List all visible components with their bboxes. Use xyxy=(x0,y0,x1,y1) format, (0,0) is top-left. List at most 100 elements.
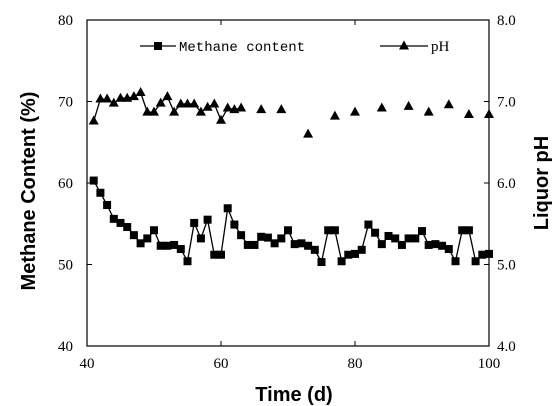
left-y-tick-label: 70 xyxy=(58,95,73,111)
ph-point xyxy=(256,104,267,114)
methane-point xyxy=(438,241,447,250)
legend: Methane content pH xyxy=(140,39,450,56)
methane-point xyxy=(391,234,400,243)
ph-point xyxy=(175,98,186,108)
ph-point xyxy=(182,98,193,108)
ph-point xyxy=(108,97,119,107)
ph-point xyxy=(142,106,153,116)
ph-point xyxy=(115,92,126,102)
methane-point xyxy=(344,250,353,259)
methane-point xyxy=(96,188,105,197)
methane-point xyxy=(237,231,246,240)
methane-point xyxy=(89,176,98,185)
ph-point xyxy=(350,106,360,116)
ph-point xyxy=(149,106,159,116)
left-y-tick-label: 80 xyxy=(58,13,73,29)
ph-point xyxy=(162,91,173,101)
right-y-tick-label: 5.0 xyxy=(497,258,516,274)
methane-point xyxy=(304,241,313,250)
methane-point xyxy=(190,218,199,227)
x-tick-label: 60 xyxy=(214,356,229,372)
methane-point xyxy=(310,245,319,254)
ph-point xyxy=(189,98,200,108)
methane-point xyxy=(471,257,480,266)
left-y-tick-label: 40 xyxy=(58,339,73,355)
ph-point xyxy=(195,106,206,116)
ph-point xyxy=(276,104,287,114)
methane-point xyxy=(243,240,252,249)
methane-series-line xyxy=(93,180,490,264)
methane-point xyxy=(284,226,292,235)
ph-point xyxy=(135,87,146,97)
methane-point xyxy=(397,240,406,249)
ph-point xyxy=(128,91,139,101)
legend-methane-label: Methane content xyxy=(179,40,305,56)
methane-point xyxy=(170,240,179,249)
methane-point xyxy=(317,258,326,267)
methane-point xyxy=(150,226,158,235)
methane-point xyxy=(371,228,380,237)
ph-point xyxy=(155,97,166,107)
ph-point xyxy=(423,106,434,116)
methane-point xyxy=(485,249,493,258)
methane-point xyxy=(418,227,426,236)
right-y-axis-title: Liquor pH xyxy=(531,136,553,230)
ph-point xyxy=(376,102,387,112)
methane-point xyxy=(136,239,145,248)
methane-point xyxy=(337,257,346,266)
methane-point xyxy=(411,234,420,243)
methane-point xyxy=(277,234,286,243)
methane-point xyxy=(270,239,279,248)
methane-point xyxy=(377,240,386,249)
methane-point xyxy=(183,257,192,266)
methane-point xyxy=(223,204,232,213)
ph-point xyxy=(202,101,213,111)
right-y-tick-label: 8.0 xyxy=(497,13,516,29)
methane-point xyxy=(431,240,440,249)
ph-point xyxy=(169,106,180,116)
methane-point xyxy=(404,234,413,243)
methane-point xyxy=(217,250,225,259)
legend-methane-square-marker xyxy=(154,42,162,50)
methane-point xyxy=(458,226,467,235)
ph-point xyxy=(303,128,314,138)
ph-point xyxy=(95,93,106,103)
x-tick-label: 40 xyxy=(80,356,95,372)
methane-point xyxy=(297,239,306,248)
methane-point xyxy=(210,250,219,259)
left-y-tick-label: 60 xyxy=(58,176,73,192)
x-tick-label: 80 xyxy=(348,356,363,372)
ph-point xyxy=(484,109,494,119)
methane-point xyxy=(330,226,339,235)
methane-point xyxy=(196,234,205,243)
methane-point xyxy=(109,214,118,223)
methane-point xyxy=(156,241,165,250)
right-y-tick-label: 6.0 xyxy=(497,176,516,192)
methane-point xyxy=(324,226,333,235)
methane-point xyxy=(116,218,125,227)
methane-point xyxy=(357,245,366,254)
methane-point xyxy=(364,220,373,229)
ph-point xyxy=(236,102,247,112)
methane-point xyxy=(103,201,112,210)
methane-point xyxy=(257,232,266,241)
methane-point xyxy=(384,231,393,240)
methane-point xyxy=(230,220,239,229)
legend-ph-label: pH xyxy=(431,39,450,55)
methane-point xyxy=(176,245,185,254)
right-y-tick-label: 7.0 xyxy=(497,95,516,111)
ph-point xyxy=(329,110,340,120)
x-axis-title: Time (d) xyxy=(255,384,332,406)
ph-point xyxy=(102,93,113,103)
left-y-tick-label: 50 xyxy=(58,258,73,274)
legend-ph-triangle-marker xyxy=(399,40,409,50)
ph-point xyxy=(403,100,414,110)
x-tick-label: 100 xyxy=(478,356,501,372)
methane-point xyxy=(444,245,453,254)
methane-point xyxy=(250,240,259,249)
ph-point xyxy=(88,115,99,125)
methane-point xyxy=(464,226,473,235)
methane-point xyxy=(129,231,138,240)
methane-point xyxy=(478,250,487,259)
